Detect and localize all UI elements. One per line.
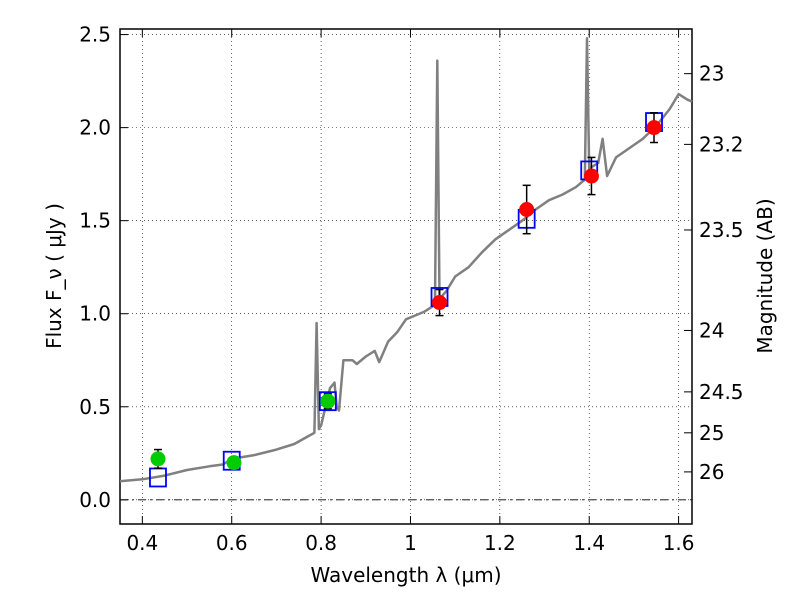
data-point: [150, 451, 166, 467]
x-axis-ticks: 0.4 0.6 0.8 1 1.2 1.4 1.6: [126, 29, 695, 555]
y-tick-label: 2.5: [79, 23, 111, 47]
y-axis-ticks: 0.0 0.5 1.0 1.5 2.0 2.5: [79, 23, 128, 512]
x-axis-label: Wavelength λ (μm): [310, 563, 501, 587]
x-tick-label: 1: [404, 531, 417, 555]
y2-tick-label: 23.2: [699, 132, 744, 156]
data-point: [320, 393, 336, 409]
data-point: [432, 295, 448, 311]
y2-axis-ticks: 23 23.2 23.5 24 24.5 25 26: [684, 62, 744, 484]
y-tick-label: 1.0: [79, 302, 111, 326]
x-tick-label: 0.6: [216, 531, 248, 555]
y2-axis-label: Magnitude (AB): [753, 198, 777, 353]
grid: [120, 29, 692, 524]
y2-tick-label: 24.5: [699, 380, 744, 404]
observed-optical-points: [150, 392, 336, 471]
plot-frame: [119, 28, 693, 525]
model-square: [318, 391, 337, 412]
model-spectrum: [119, 37, 693, 483]
x-tick-label: 1.6: [663, 531, 695, 555]
data-point: [519, 202, 535, 218]
data-point: [646, 120, 662, 136]
y-tick-label: 1.5: [79, 209, 111, 233]
observed-infrared-points: [432, 111, 662, 317]
data-point: [583, 168, 599, 184]
y-tick-label: 0.5: [79, 395, 111, 419]
y2-tick-label: 24: [699, 318, 724, 342]
data-point: [226, 455, 242, 471]
y2-tick-label: 23.5: [699, 218, 744, 242]
x-tick-label: 1.4: [573, 531, 605, 555]
spectrum-line: [119, 37, 693, 483]
x-tick-label: 1.2: [484, 531, 516, 555]
y2-tick-label: 23: [699, 62, 724, 86]
y-tick-label: 0.0: [79, 488, 111, 512]
y-tick-label: 2.0: [79, 116, 111, 140]
y2-tick-label: 26: [699, 460, 724, 484]
x-tick-label: 0.8: [305, 531, 337, 555]
y-axis-label: Flux F_ν ( μJy ): [42, 203, 66, 349]
y2-tick-label: 25: [699, 421, 724, 445]
x-tick-label: 0.4: [126, 531, 158, 555]
